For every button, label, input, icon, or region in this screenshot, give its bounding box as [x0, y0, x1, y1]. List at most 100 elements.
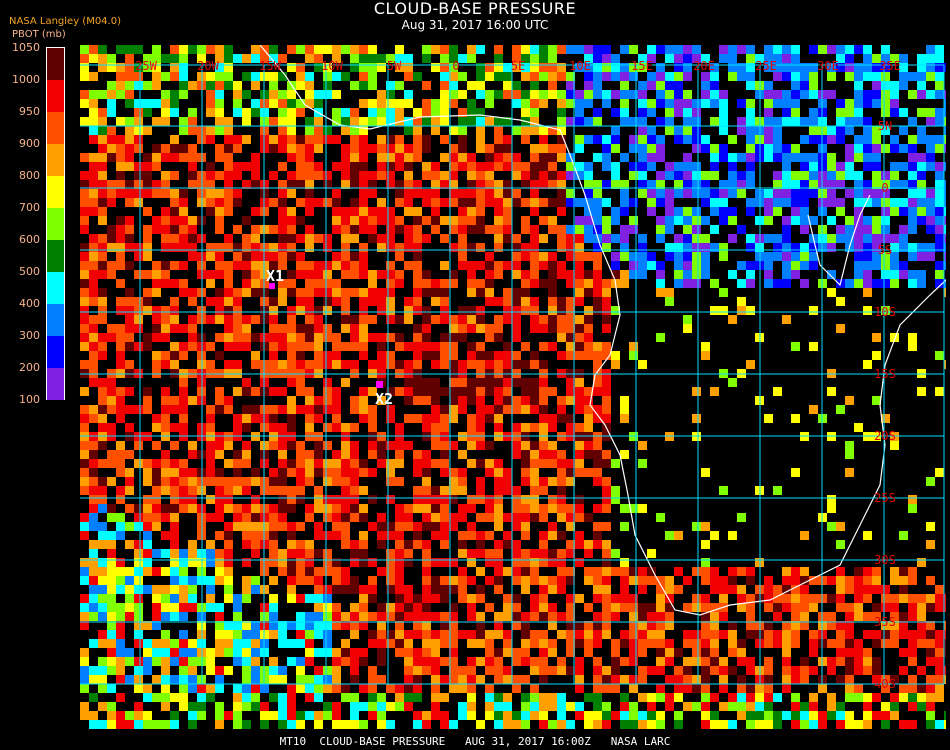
cloud-pixel [899, 144, 908, 153]
cloud-pixel [215, 297, 224, 306]
cloud-pixel [557, 234, 566, 243]
cloud-pixel [413, 594, 422, 603]
cloud-pixel [116, 648, 125, 657]
cloud-pixel [701, 639, 710, 648]
cloud-pixel [134, 189, 143, 198]
cloud-pixel [152, 306, 161, 315]
cloud-pixel [386, 234, 395, 243]
cloud-pixel [764, 54, 773, 63]
cloud-pixel [305, 207, 314, 216]
cloud-pixel [188, 396, 197, 405]
cloud-pixel [521, 450, 530, 459]
cloud-pixel [251, 639, 260, 648]
cloud-pixel [314, 594, 323, 603]
cloud-pixel [224, 360, 233, 369]
cloud-pixel [557, 126, 566, 135]
cloud-pixel [89, 603, 98, 612]
cloud-pixel [674, 684, 683, 693]
cloud-pixel [359, 207, 368, 216]
cloud-pixel [926, 477, 935, 486]
cloud-pixel [386, 225, 395, 234]
cloud-pixel [845, 666, 854, 675]
cloud-pixel [926, 45, 935, 54]
cloud-pixel [152, 675, 161, 684]
cloud-pixel [98, 675, 107, 684]
cloud-pixel [701, 99, 710, 108]
cloud-pixel [746, 576, 755, 585]
cloud-pixel [827, 63, 836, 72]
cloud-pixel [818, 720, 827, 729]
cloud-pixel [683, 153, 692, 162]
cloud-pixel [161, 306, 170, 315]
cloud-pixel [476, 63, 485, 72]
cloud-pixel [899, 54, 908, 63]
cloud-pixel [683, 225, 692, 234]
cloud-pixel [449, 396, 458, 405]
cloud-pixel [269, 54, 278, 63]
cloud-pixel [89, 567, 98, 576]
cloud-pixel [602, 198, 611, 207]
cloud-pixel [629, 135, 638, 144]
cloud-pixel [665, 288, 674, 297]
cloud-pixel [620, 243, 629, 252]
marker-x2[interactable] [376, 381, 383, 388]
cloud-pixel [170, 135, 179, 144]
cloud-pixel [899, 621, 908, 630]
cloud-pixel [89, 711, 98, 720]
cloud-pixel [89, 414, 98, 423]
marker-x1[interactable] [269, 283, 275, 289]
cloud-pixel [863, 54, 872, 63]
cloud-pixel [809, 81, 818, 90]
cloud-pixel [620, 396, 629, 405]
cloud-pixel [800, 243, 809, 252]
cloud-pixel [485, 198, 494, 207]
cloud-pixel [728, 153, 737, 162]
cloud-pixel [350, 477, 359, 486]
cloud-pixel [485, 63, 494, 72]
cloud-pixel [440, 108, 449, 117]
cloud-pixel [656, 639, 665, 648]
cloud-pixel [476, 207, 485, 216]
cloud-pixel [458, 477, 467, 486]
cloud-pixel [584, 306, 593, 315]
cloud-pixel [368, 144, 377, 153]
cloud-pixel [485, 297, 494, 306]
cloud-pixel [467, 504, 476, 513]
cloud-pixel [782, 171, 791, 180]
cloud-pixel [764, 45, 773, 54]
cloud-pixel [206, 45, 215, 54]
cloud-pixel [296, 351, 305, 360]
cloud-pixel [710, 90, 719, 99]
cloud-pixel [305, 45, 314, 54]
cloud-pixel [224, 117, 233, 126]
cloud-pixel [836, 225, 845, 234]
cloud-pixel [872, 225, 881, 234]
cloud-pixel [89, 486, 98, 495]
cloud-pixel [494, 378, 503, 387]
cloud-pixel [152, 567, 161, 576]
cloud-pixel [890, 108, 899, 117]
cloud-pixel [332, 603, 341, 612]
cloud-pixel [269, 90, 278, 99]
cloud-pixel [773, 198, 782, 207]
cloud-pixel [782, 648, 791, 657]
cloud-pixel [278, 162, 287, 171]
cloud-pixel [656, 576, 665, 585]
cloud-pixel [161, 405, 170, 414]
cloud-pixel [782, 234, 791, 243]
cloud-pixel [719, 180, 728, 189]
cloud-pixel [881, 81, 890, 90]
cloud-pixel [215, 648, 224, 657]
cloud-pixel [449, 342, 458, 351]
cloud-pixel [458, 324, 467, 333]
cloud-pixel [98, 459, 107, 468]
cloud-pixel [476, 72, 485, 81]
cloud-pixel [656, 45, 665, 54]
cloud-pixel [620, 576, 629, 585]
cloud-pixel [116, 306, 125, 315]
cloud-pixel [512, 540, 521, 549]
cloud-pixel [80, 711, 89, 720]
cloud-pixel [323, 306, 332, 315]
cloud-pixel [116, 81, 125, 90]
cloud-pixel [872, 630, 881, 639]
